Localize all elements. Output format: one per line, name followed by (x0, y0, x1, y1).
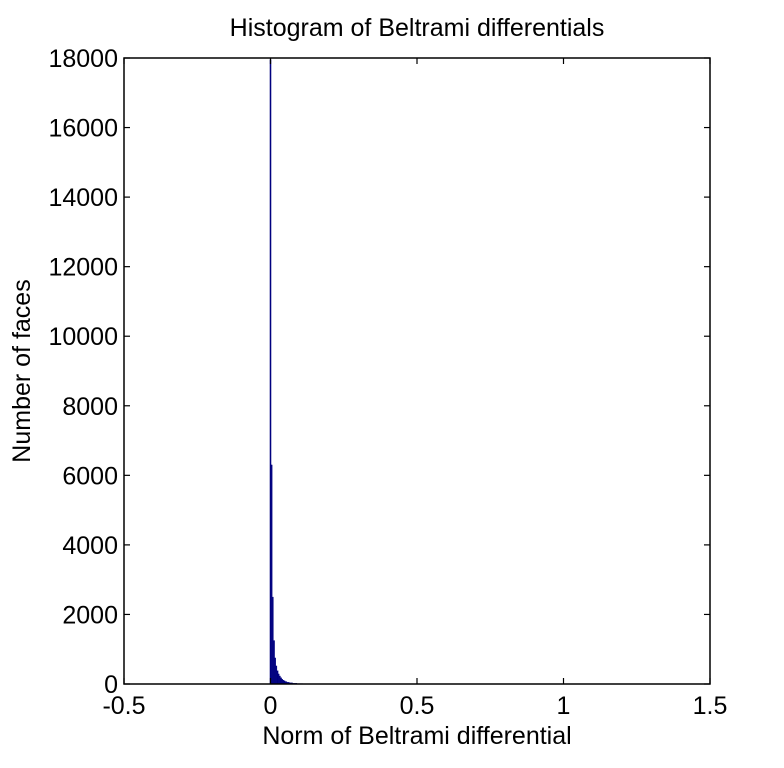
histogram-bar-9 (280, 677, 282, 685)
histogram-bar-3 (273, 640, 275, 685)
y-tick-label: 4000 (62, 532, 118, 560)
bars-group (269, 59, 309, 685)
y-tick-label: 2000 (62, 601, 118, 629)
x-tick-label: 1.5 (693, 692, 728, 720)
y-tick-label: 6000 (62, 462, 118, 490)
y-tick-label: 18000 (48, 45, 118, 73)
x-tick-label: 1 (557, 692, 571, 720)
y-axis-label: Number of faces (8, 279, 36, 462)
y-tick-label: 0 (104, 671, 118, 699)
x-tick-label: 0.5 (400, 692, 435, 720)
histogram-bar-1 (270, 464, 273, 685)
histogram-bar-7 (277, 673, 280, 685)
x-axis-label: Norm of Beltrami differential (262, 722, 571, 750)
histogram-bar-8 (279, 675, 281, 685)
x-tick-label: -0.5 (102, 692, 145, 720)
x-tick-labels: -0.5 0 0.5 1 1.5 (102, 692, 727, 720)
histogram-bar-6 (276, 670, 279, 685)
plot-frame (123, 57, 711, 685)
tick-marks-group (123, 57, 711, 685)
y-tick-label: 14000 (48, 184, 118, 212)
chart-title: Histogram of Beltrami differentials (230, 14, 605, 42)
y-tick-labels: 0 2000 4000 6000 8000 10000 12000 14000 16000 180… (48, 45, 118, 699)
y-tick-label: 12000 (48, 254, 118, 282)
histogram-bar-2 (272, 596, 274, 685)
histogram-bar-5 (275, 665, 278, 685)
x-tick-label: 0 (264, 692, 278, 720)
y-tick-label: 8000 (62, 393, 118, 421)
y-tick-label: 10000 (48, 323, 118, 351)
y-tick-label: 16000 (48, 115, 118, 143)
histogram-bar-4 (274, 657, 276, 685)
histogram-bar-0 (269, 59, 272, 685)
